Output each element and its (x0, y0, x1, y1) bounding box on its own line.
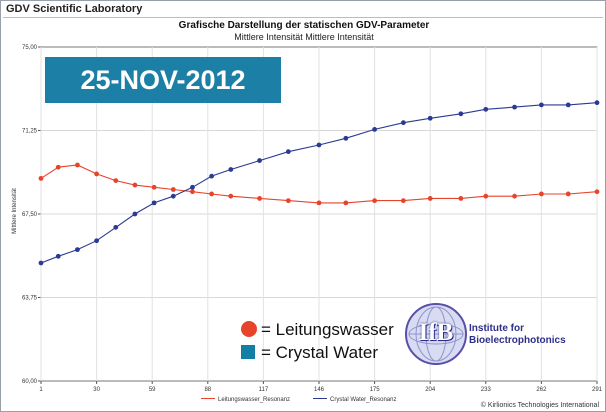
app-title: GDV Scientific Laboratory (6, 3, 143, 15)
series-1-point (400, 198, 406, 204)
legend-line-red-icon (201, 398, 215, 399)
series-line-2 (40, 102, 598, 264)
series-1-point (285, 198, 291, 204)
series-1-point (483, 193, 489, 199)
series-1-point (190, 189, 195, 195)
x-tick-label: 175 (370, 387, 381, 393)
ifb-logo-text: IfB (418, 319, 454, 346)
footer-credit: © Kirlionics Technologies International (480, 402, 599, 409)
series-1-point (316, 200, 322, 206)
x-tick-label: 204 (425, 387, 436, 393)
ifb-logo: IfB (405, 303, 467, 365)
series-2-point (209, 173, 215, 179)
globe-grid-icon (408, 306, 464, 362)
series-1-point (113, 178, 119, 184)
series-1-point (228, 193, 234, 199)
series-2-point (113, 224, 119, 230)
institute-name: Institute for Bioelectrophotonics (469, 323, 566, 347)
red-circle-icon (241, 321, 257, 337)
series-2-point (400, 120, 406, 126)
series-1-point (151, 184, 157, 190)
y-tick-label: 67,50 (22, 212, 38, 218)
series-1-point (512, 193, 517, 199)
series-1-point (594, 189, 600, 195)
series-1-point (257, 196, 262, 201)
legend-label-series2: Crystal Water_Resonanz (330, 397, 397, 403)
series-2-point (316, 142, 322, 148)
x-tick-label: 233 (481, 387, 492, 393)
series-1-point (38, 175, 44, 181)
series-2-point (257, 158, 262, 163)
chart-subtitle: Mittlere Intensität Mittlere Intensität (234, 32, 374, 42)
legend-overlay-series1-label: = Leitungswasser (261, 320, 394, 339)
x-tick-label: 117 (259, 387, 269, 393)
series-1-point (343, 200, 349, 206)
series-1-point (132, 182, 138, 188)
y-tick-label: 75,00 (22, 45, 38, 51)
series-2-point (228, 167, 234, 172)
x-tick-label: 30 (93, 387, 100, 393)
institute-line-1: Institute for (469, 323, 524, 334)
title-divider (3, 17, 603, 18)
series-1-point (55, 164, 61, 170)
series-2-point (343, 135, 349, 141)
series-2-point (427, 115, 433, 121)
legend-overlay-series1: = Leitungswasser (241, 320, 394, 340)
legend-item-series2: Crystal Water_Resonanz (313, 397, 396, 403)
chart-title: Grafische Darstellung der statischen GDV… (178, 20, 430, 31)
blue-square-icon (241, 345, 255, 359)
series-2-point (75, 247, 80, 253)
series-1-point (372, 198, 377, 204)
series-2-point (151, 200, 157, 206)
y-tick-label: 63,75 (22, 296, 38, 302)
x-tick-label: 88 (204, 387, 211, 393)
series-1-point (427, 196, 433, 201)
series-1-point (458, 196, 464, 201)
date-banner: 25-NOV-2012 (45, 57, 281, 103)
x-tick-label: 1 (39, 387, 43, 393)
series-2-point (190, 184, 195, 190)
series-2-point (94, 238, 99, 244)
x-tick-label: 59 (149, 387, 156, 393)
series-2-point (55, 253, 61, 259)
series-1-point (539, 191, 544, 197)
series-2-point (539, 102, 544, 108)
institute-line-2: Bioelectrophotonics (469, 335, 566, 346)
series-1-point (209, 191, 215, 197)
series-2-point (170, 193, 176, 199)
series-2-point (285, 149, 291, 155)
series-1-point (565, 191, 571, 197)
series-2-point (512, 104, 517, 110)
series-2-point (458, 111, 464, 117)
legend-line-blue-icon (313, 398, 327, 399)
series-2-point (372, 126, 377, 132)
legend-label-series1: Leitungswasser_Resonanz (218, 397, 291, 403)
y-tick-label: 60,00 (22, 379, 38, 385)
series-line-1 (40, 164, 598, 204)
series-1-point (170, 187, 176, 192)
series-2-point (38, 260, 44, 266)
series-2-point (132, 211, 138, 217)
x-tick-label: 291 (592, 387, 603, 393)
series-1-point (75, 162, 80, 168)
series-2-point (565, 102, 571, 108)
series-2-point (594, 100, 600, 106)
x-tick-label: 262 (536, 387, 547, 393)
series-2-point (483, 106, 489, 112)
legend-item-series1: Leitungswasser_Resonanz (201, 397, 290, 403)
legend-overlay-series2-label: = Crystal Water (261, 343, 378, 362)
legend-overlay-series2: = Crystal Water (241, 343, 378, 363)
series-1-point (94, 171, 99, 177)
y-tick-label: 71,25 (22, 129, 38, 135)
x-tick-label: 146 (314, 387, 325, 393)
